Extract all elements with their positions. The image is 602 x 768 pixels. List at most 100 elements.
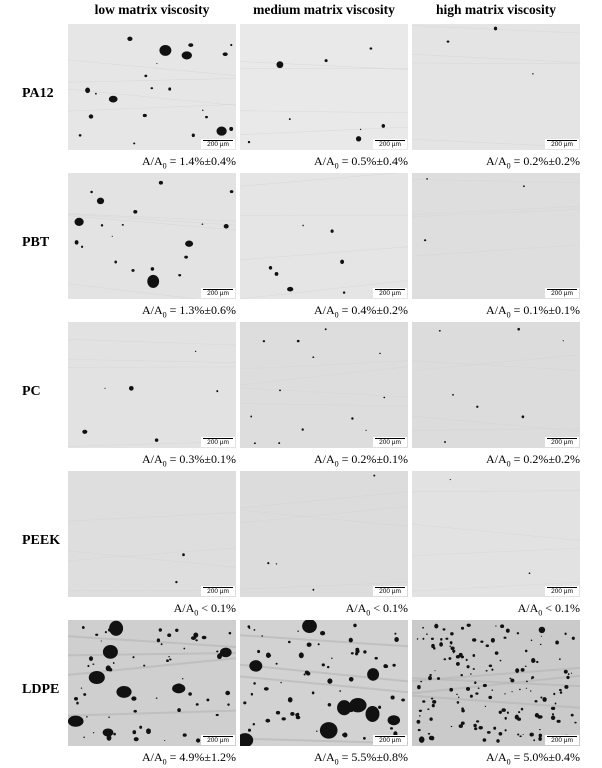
pore — [268, 266, 273, 270]
scale-bar-label: 200 µm — [379, 141, 401, 148]
pore — [306, 671, 311, 676]
pore — [539, 643, 542, 646]
surface-streak — [240, 126, 408, 136]
pore — [327, 678, 333, 684]
pore — [96, 197, 105, 205]
pore — [506, 711, 509, 714]
surface-streak — [412, 360, 580, 371]
pore — [426, 178, 429, 180]
pore — [450, 642, 453, 645]
pore — [133, 142, 136, 145]
pore — [229, 126, 234, 131]
pore — [201, 635, 207, 640]
scale-bar: 200 µm — [545, 437, 579, 447]
pore — [87, 664, 90, 668]
pore — [83, 693, 87, 696]
pore — [113, 732, 116, 736]
pore — [517, 733, 520, 736]
pore — [516, 632, 520, 635]
surface-streak — [412, 674, 580, 695]
pore — [418, 709, 423, 712]
caption-prefix: A/A — [141, 750, 163, 764]
pore — [530, 639, 533, 642]
pore — [156, 638, 161, 643]
pore — [498, 731, 503, 736]
pore — [493, 26, 498, 31]
caption-value: = 1.3%±0.6% — [166, 303, 236, 317]
pore — [116, 685, 132, 698]
pore — [456, 701, 460, 704]
pore — [542, 697, 547, 702]
pore — [76, 701, 79, 705]
pore — [555, 640, 559, 645]
pore — [532, 73, 534, 75]
pore — [501, 708, 506, 712]
pore — [355, 652, 359, 656]
pore — [496, 739, 500, 743]
scale-bar: 200 µm — [373, 586, 407, 596]
scale-bar-label: 200 µm — [551, 737, 573, 744]
pore — [534, 700, 538, 703]
surface-streak — [240, 675, 408, 694]
pore — [139, 725, 143, 729]
pore — [95, 92, 97, 95]
pore — [169, 658, 172, 661]
pore — [80, 245, 84, 249]
micrograph-pa12-high: 200 µm — [412, 24, 580, 150]
micrograph-pc-high: 200 µm — [412, 322, 580, 448]
surface-streak — [240, 509, 408, 527]
pore — [515, 668, 520, 673]
scale-bar-line — [547, 140, 577, 141]
pore — [159, 44, 172, 56]
pore — [495, 625, 497, 627]
caption-prefix: A/A — [141, 452, 163, 466]
pore — [188, 692, 192, 696]
surface-streak — [68, 512, 236, 522]
pore — [178, 274, 182, 277]
pore — [571, 636, 575, 640]
pore — [267, 562, 270, 565]
area-fraction-caption: A/A0 < 0.1% — [240, 601, 408, 617]
pore — [394, 632, 397, 635]
pore — [104, 387, 106, 389]
pore — [86, 716, 88, 718]
scale-bar: 200 µm — [545, 735, 579, 745]
pore — [143, 664, 146, 667]
pore — [475, 720, 480, 723]
micrograph-background — [68, 322, 236, 448]
surface-streak — [240, 663, 408, 683]
pore — [261, 635, 263, 637]
pore — [423, 239, 427, 242]
pore — [434, 623, 439, 629]
pore — [265, 718, 271, 723]
caption-value: = 0.2%±0.2% — [510, 154, 580, 168]
caption-subscript: 0 — [334, 161, 339, 171]
surface-streak — [240, 61, 408, 70]
pore — [485, 669, 488, 672]
pore — [205, 115, 208, 119]
caption-prefix: A/A — [485, 154, 507, 168]
pore — [528, 572, 531, 575]
pore — [443, 658, 447, 661]
pore — [311, 691, 315, 695]
scale-bar-line — [375, 736, 405, 737]
surface-streak — [68, 651, 236, 657]
pore — [505, 628, 510, 633]
pore — [355, 647, 360, 652]
pore — [482, 683, 487, 688]
pore — [474, 681, 477, 685]
pore — [427, 732, 431, 735]
caption-prefix: A/A — [485, 303, 507, 317]
scale-bar-label: 200 µm — [551, 588, 573, 595]
pore — [306, 642, 312, 647]
micrograph-background — [68, 471, 236, 597]
pore — [132, 730, 137, 735]
pore — [160, 643, 163, 646]
pore — [465, 686, 471, 691]
surface-streak — [68, 550, 236, 568]
pore — [88, 670, 105, 685]
pore — [349, 698, 367, 713]
micrograph-image — [240, 471, 408, 597]
pore — [326, 665, 330, 669]
pore — [355, 136, 362, 142]
